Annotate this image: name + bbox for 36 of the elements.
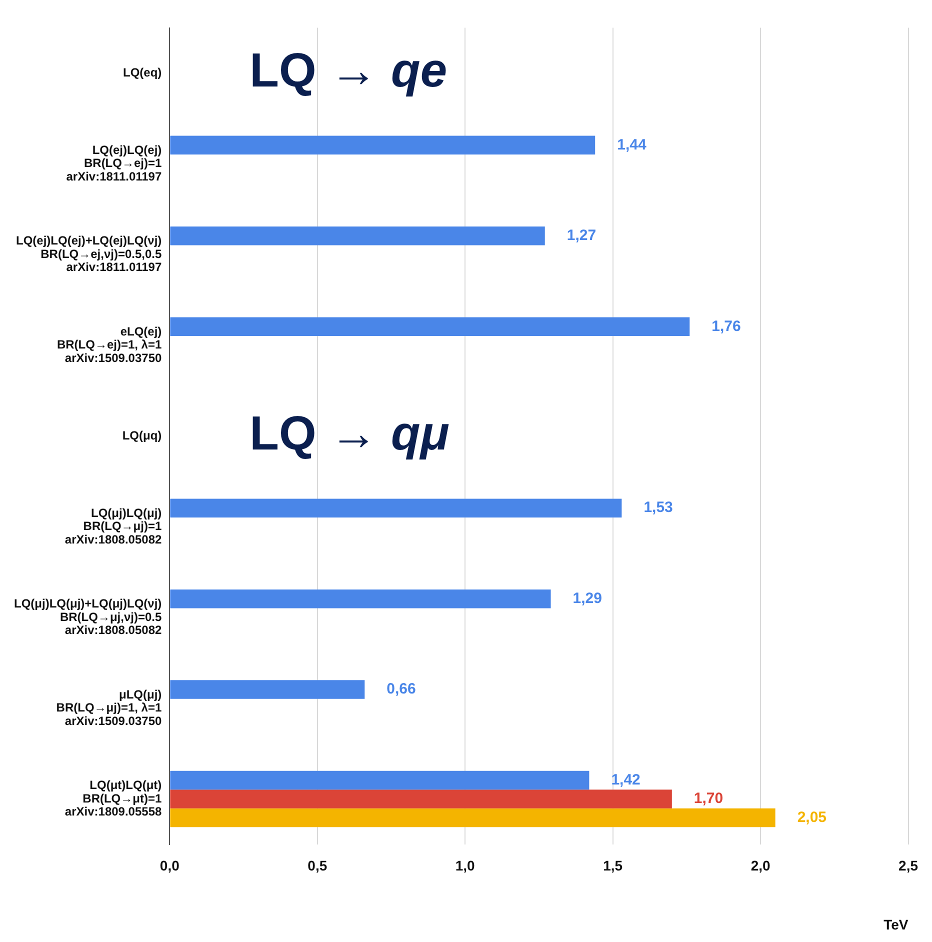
data-label: 1,53 (644, 499, 673, 516)
data-label: 1,70 (694, 790, 724, 808)
x-tick-label: 0,5 (308, 858, 328, 874)
annotation: LQ → qe (250, 44, 448, 98)
y-tick-label: LQ(μj)LQ(μj) BR(LQ→μj)=1 arXiv:1808.05082 (64, 506, 162, 546)
x-tick-label: 2,5 (898, 858, 918, 874)
data-label: 1,76 (712, 318, 741, 335)
x-tick-label: 1,5 (603, 858, 623, 874)
bar (170, 808, 776, 828)
x-tick-label: 0,0 (160, 858, 180, 874)
bar (170, 680, 365, 699)
y-tick-label: LQ(eq) (122, 65, 162, 80)
x-tick-label: 1,0 (455, 858, 476, 874)
bar (170, 790, 672, 808)
y-tick-label: LQ(μj)LQ(μj)+LQ(μj)LQ(νj) BR(LQ→μj,νj)=0.5 arXiv:1808.05082 (14, 596, 162, 638)
bar (170, 589, 551, 608)
bar (170, 226, 545, 246)
bar (170, 498, 622, 518)
y-tick-label: LQ(ej)LQ(ej)+LQ(ej)LQ(νj) BR(LQ→ej,νj)=0.5,0.5 arXiv:1811.01197 (16, 234, 162, 274)
bar (170, 136, 596, 155)
data-label: 1,42 (611, 771, 640, 788)
y-tick-label: μLQ(μj) BR(LQ→μj)=1, λ=1 arXiv:1509.03750 (56, 687, 162, 728)
y-tick-label: LQ(μt)LQ(μt) BR(LQ→μt)=1 arXiv:1809.05558 (64, 778, 162, 819)
y-tick-label: LQ(μq) (122, 428, 162, 442)
y-tick-label: LQ(ej)LQ(ej) BR(LQ→ej)=1 arXiv:1811.01197 (66, 143, 162, 184)
data-label: 1,44 (617, 136, 647, 154)
data-label: 0,66 (386, 680, 416, 698)
bar (170, 770, 590, 790)
data-label: 1,27 (566, 227, 596, 244)
annotation: LQ → qμ (250, 407, 450, 460)
x-axis-title: TeV (884, 916, 909, 932)
data-label: 1,29 (572, 590, 602, 607)
y-tick-label: eLQ(ej) BR(LQ→ej)=1, λ=1 arXiv:1509.03750 (56, 324, 162, 365)
bar (170, 317, 690, 336)
data-label: 2,05 (797, 808, 827, 826)
x-tick-label: 2,0 (750, 858, 770, 874)
